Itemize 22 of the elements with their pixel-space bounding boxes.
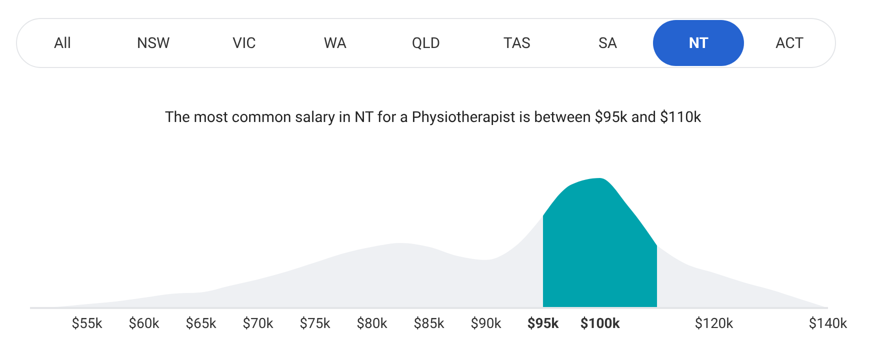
text: QLD — [410, 33, 442, 54]
x-tick-label: $75k — [300, 316, 332, 332]
text: VIC — [232, 33, 257, 54]
x-tick-label: $60k — [128, 316, 160, 332]
x-tick-label: $65k — [186, 316, 218, 332]
x-tick-label: $85k — [414, 316, 446, 332]
x-tick-label: $55k — [72, 316, 104, 332]
x-tick-label: $120k — [694, 316, 734, 332]
text: TAS — [502, 33, 532, 54]
x-tick-label: $100k — [580, 316, 620, 332]
chart-title: The most common salary in NT for a Physiotherapist is between $95k and $110k — [164, 108, 702, 126]
text: NSW — [136, 33, 171, 54]
text: WA — [322, 33, 348, 54]
x-tick-label: $90k — [470, 316, 502, 332]
x-tick-label: $70k — [242, 316, 274, 332]
text: SA — [597, 33, 618, 54]
x-tick-label: $80k — [356, 316, 388, 332]
x-tick-label: $140k — [808, 316, 848, 332]
text: NT — [653, 20, 744, 66]
text: All — [52, 33, 72, 54]
text: ACT — [774, 33, 805, 54]
x-tick-label: $95k — [527, 316, 560, 332]
